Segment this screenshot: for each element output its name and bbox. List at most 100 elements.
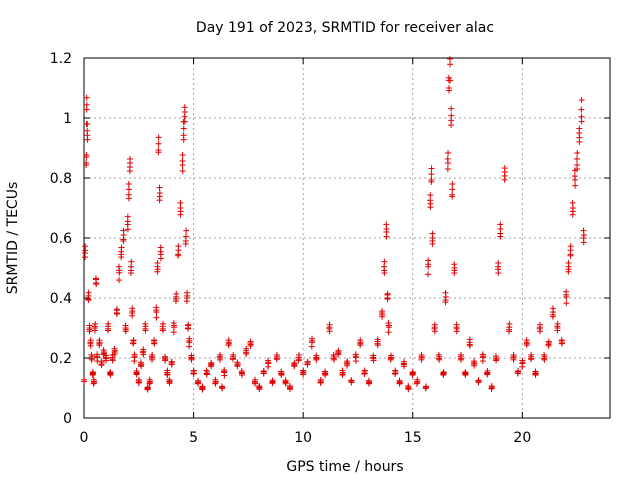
data-point — [162, 357, 169, 364]
x-tick-label: 5 — [189, 430, 198, 446]
data-point — [144, 386, 151, 393]
data-point — [580, 235, 587, 241]
data-point — [501, 176, 508, 183]
data-point — [308, 339, 315, 346]
data-point — [83, 94, 90, 101]
x-axis-label: GPS time / hours — [286, 459, 403, 475]
data-point — [125, 181, 132, 187]
data-point — [515, 368, 522, 375]
data-point — [199, 385, 206, 392]
data-point — [444, 166, 451, 173]
data-point — [457, 353, 464, 360]
data-point — [400, 361, 407, 368]
data-point — [83, 162, 90, 169]
data-point — [384, 291, 391, 298]
data-point — [495, 266, 502, 273]
data-point — [576, 138, 583, 145]
data-point — [431, 325, 438, 332]
data-point — [83, 153, 90, 160]
data-point — [183, 295, 190, 301]
data-point — [92, 325, 99, 331]
data-point — [480, 354, 487, 361]
data-point — [182, 237, 189, 244]
data-point — [414, 376, 421, 383]
data-point — [563, 293, 570, 300]
data-point — [445, 149, 452, 156]
data-point — [326, 325, 333, 332]
data-point — [365, 380, 372, 387]
data-point — [392, 371, 399, 378]
data-point — [142, 323, 149, 330]
data-point — [449, 181, 456, 187]
data-point — [576, 130, 583, 136]
data-point — [190, 371, 197, 378]
data-point — [444, 160, 451, 166]
data-point — [488, 385, 495, 392]
data-point — [122, 328, 129, 335]
data-point — [217, 355, 224, 361]
data-point — [427, 192, 434, 199]
data-point — [565, 266, 572, 273]
data-point — [133, 370, 140, 377]
data-point — [129, 310, 136, 316]
data-point — [545, 342, 552, 349]
y-tick-label: 0.8 — [50, 171, 72, 187]
data-point — [572, 182, 579, 189]
data-point — [171, 324, 178, 331]
data-point — [180, 136, 187, 143]
data-point — [484, 370, 491, 377]
data-point — [578, 106, 585, 113]
data-point — [541, 353, 548, 360]
data-point — [425, 263, 432, 270]
data-point — [471, 361, 478, 367]
data-point — [111, 349, 118, 355]
data-point — [243, 347, 250, 354]
data-point — [335, 351, 342, 358]
data-point — [166, 379, 173, 385]
data-point — [428, 171, 435, 178]
data-point — [179, 162, 186, 169]
data-point — [208, 363, 215, 370]
data-point — [269, 379, 276, 386]
data-point — [85, 289, 92, 296]
data-point — [155, 140, 162, 147]
y-tick-label: 0 — [63, 411, 72, 427]
data-point — [118, 251, 125, 258]
data-point — [418, 355, 425, 361]
data-point — [81, 250, 88, 256]
y-tick-label: 1.2 — [50, 51, 72, 67]
data-point — [177, 205, 184, 211]
data-point — [265, 360, 272, 367]
y-axis-label: SRMTID / TECUs — [5, 182, 21, 295]
data-point — [462, 372, 469, 379]
data-point — [164, 367, 171, 374]
data-point — [567, 243, 574, 250]
data-point — [173, 290, 180, 297]
data-point — [175, 252, 182, 259]
data-point — [260, 368, 267, 375]
data-point — [578, 113, 585, 120]
data-point — [344, 361, 351, 367]
data-point — [155, 149, 162, 156]
x-tick-label: 20 — [513, 430, 531, 446]
data-point — [567, 252, 574, 259]
data-point — [87, 340, 94, 347]
data-point — [103, 355, 110, 362]
data-point — [510, 355, 517, 361]
data-point — [120, 227, 127, 234]
data-point — [446, 55, 453, 62]
data-point — [425, 257, 432, 264]
data-point — [153, 309, 160, 316]
data-point — [519, 360, 526, 367]
data-point — [449, 193, 456, 200]
data-point — [313, 355, 320, 362]
data-point — [98, 362, 105, 369]
data-point — [146, 376, 153, 383]
data-point — [85, 297, 92, 304]
data-point — [128, 258, 135, 265]
data-point — [466, 341, 473, 348]
data-point — [304, 359, 311, 366]
data-point — [331, 353, 338, 360]
data-point — [506, 320, 513, 327]
